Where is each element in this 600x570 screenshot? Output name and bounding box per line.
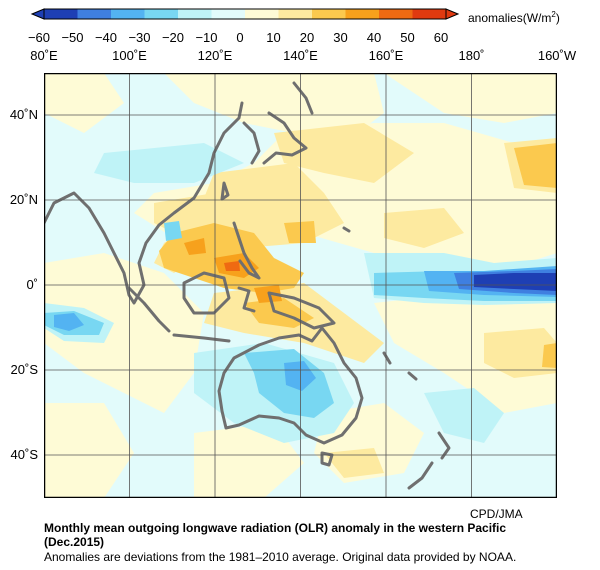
colorbar-tick-label: 60 [433, 30, 449, 45]
colorbar-tick-label: 40 [366, 30, 382, 45]
longitude-label: 160˚W [537, 48, 577, 63]
hokkaido-coastline [292, 81, 314, 115]
longitude-label: 100˚E [112, 48, 147, 63]
asia-coastline [44, 101, 244, 305]
olr-anomaly-map [44, 73, 557, 498]
graticule [44, 73, 557, 498]
caption-title: Monthly mean outgoing longwave radiation… [44, 521, 507, 549]
colorbar-tick-label: 30 [333, 30, 348, 45]
coastlines [44, 81, 451, 490]
philippines-coastline [232, 221, 261, 280]
colorbar-cell [412, 9, 446, 19]
latitude-label: 0˚ [26, 277, 38, 292]
australia-coastline [217, 326, 364, 445]
island-coastline [382, 351, 392, 365]
new-guinea-coastline [267, 291, 336, 330]
longitude-label: 160˚E [368, 48, 404, 63]
colorbar-cell [312, 9, 346, 19]
colorbar-cell [111, 9, 145, 19]
longitude-label: 140˚E [283, 48, 318, 63]
latitude-label: 20˚N [9, 192, 38, 207]
japan-coastline [262, 111, 308, 165]
credit-label: CPD/JMA [470, 507, 523, 521]
tasmania-coastline [320, 451, 334, 467]
colorbar-cell [379, 9, 413, 19]
borneo-coastline [182, 271, 231, 315]
colorbar-tick-label: 0 [236, 30, 244, 45]
map-frame [44, 73, 557, 498]
colorbar-low-arrow [30, 8, 45, 20]
island-coastline [342, 226, 351, 233]
java-coastline [172, 333, 231, 343]
colorbar-high-arrow [445, 8, 460, 20]
colorbar-cell [345, 9, 379, 19]
latitude-label: 20˚S [10, 362, 38, 377]
colorbar-tick-label: 50 [400, 30, 415, 45]
colorbar-tick-label: −10 [195, 30, 218, 45]
colorbar-cell [44, 9, 78, 19]
colorbar-cell [178, 9, 212, 19]
longitude-label: 180˚ [458, 48, 485, 63]
korea-coastline [242, 121, 261, 165]
new-zealand-south-coastline [407, 461, 434, 490]
longitude-label: 120˚E [197, 48, 233, 63]
colorbar-cell [77, 9, 111, 19]
colorbar-tick-label: −20 [161, 30, 185, 45]
colorbar-tick-label: −40 [94, 30, 118, 45]
colorbar-cell [211, 9, 245, 19]
colorbar-tick-label: 20 [299, 30, 315, 45]
colorbar-tick-label: −30 [128, 30, 151, 45]
colorbar-tick-label: −60 [27, 30, 51, 45]
sulawesi-coastline [237, 286, 256, 313]
colorbar [30, 8, 460, 20]
colorbar-units-label: anomalies(W/m2) [468, 10, 560, 25]
sumatra-coastline [127, 286, 171, 333]
latitude-label: 40˚S [10, 447, 38, 462]
anomaly-fields [44, 73, 557, 498]
longitude-label: 80˚E [30, 48, 58, 63]
island-coastline [407, 371, 418, 381]
colorbar-cell [278, 9, 312, 19]
colorbar-tick-label: −50 [61, 30, 84, 45]
latitude-label: 40˚N [9, 107, 38, 122]
colorbar-cell [245, 9, 279, 19]
colorbar-tick-label: 10 [266, 30, 281, 45]
caption-note: Anomalies are deviations from the 1981–2… [44, 550, 517, 564]
colorbar-cell [144, 9, 178, 19]
taiwan-coastline [220, 181, 230, 201]
